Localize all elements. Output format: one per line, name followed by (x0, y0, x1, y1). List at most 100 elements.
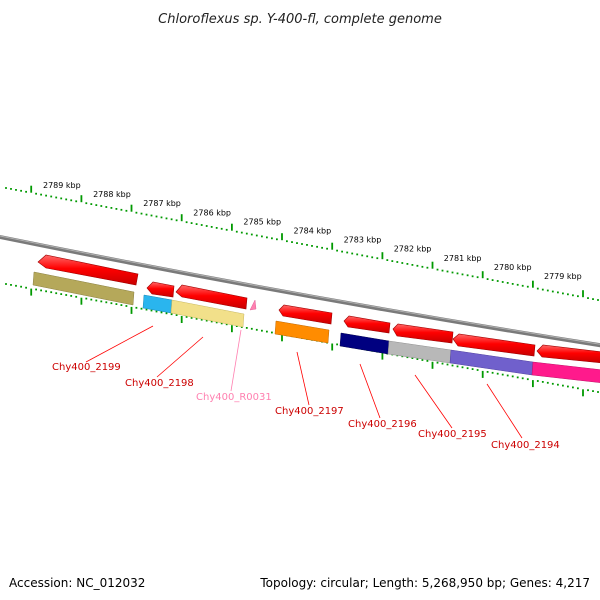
scale-tick-minor (160, 216, 163, 219)
scale-tick-minor (536, 380, 539, 382)
gene-label[interactable]: Chy400_2194 (491, 440, 560, 451)
scale-tick-minor (446, 270, 449, 273)
scale-tick-minor (45, 290, 47, 293)
scale-tick-minor (521, 377, 524, 380)
scale-tick-minor (195, 317, 198, 320)
gene-arrow-2194b[interactable] (536, 344, 600, 364)
scale-tick-minor (245, 327, 248, 329)
gene-label[interactable]: Chy400_2198 (125, 378, 194, 389)
scale-tick-minor (536, 287, 539, 290)
scale-tick-minor (587, 389, 589, 392)
gene-label[interactable]: Chy400_2196 (348, 419, 417, 430)
scale-tick-minor (100, 300, 103, 303)
scale-tick-minor (572, 386, 574, 389)
scale-tick-minor (496, 280, 499, 282)
scale-tick-minor (120, 304, 123, 306)
scale-tick-minor (55, 292, 58, 295)
gene-labels: Chy400_2199 Chy400_2198 Chy400_R0031 Chy… (52, 362, 560, 451)
scale-tick-minor (486, 278, 489, 280)
scale-tick-minor (105, 206, 108, 208)
scale-tick-minor (526, 285, 529, 288)
scale-tick-minor (85, 202, 88, 205)
scale-tick-minor (551, 290, 554, 293)
scale-tick-minor (165, 312, 168, 315)
gene-arrow-2199[interactable] (37, 254, 139, 286)
scale-tick-major (180, 316, 183, 323)
scale-tick-minor (321, 246, 323, 249)
scale-tick-minor (491, 371, 494, 374)
scale-tick-minor (40, 289, 42, 292)
scale-tick-minor (15, 284, 17, 287)
scale-tick-minor (170, 218, 173, 221)
scale-tick-minor (426, 266, 429, 269)
scale-tick-minor (220, 322, 223, 325)
scale-tick-minor (55, 196, 58, 199)
scale-tick-minor (371, 256, 374, 259)
scale-tick-major (80, 195, 83, 203)
scale-tick-minor (361, 254, 364, 257)
scale-tick-major (30, 288, 33, 296)
gene-label[interactable]: Chy400_2195 (418, 429, 487, 440)
accession-text: Accession: NC_012032 (9, 576, 145, 590)
scale-tick-minor (336, 343, 338, 346)
scale-tick-minor (75, 200, 78, 203)
scale-tick-minor (110, 302, 113, 305)
kbp-tick-label: 2781 kbp (444, 254, 482, 263)
gene-arrow-2197[interactable] (278, 304, 333, 325)
scale-tick-minor (40, 193, 42, 196)
gene-arrow-2196[interactable] (343, 315, 391, 334)
scale-tick-minor (421, 359, 424, 361)
scale-tick-minor (115, 303, 118, 305)
scale-tick-minor (85, 297, 88, 300)
scale-tick-minor (301, 243, 303, 245)
scale-tick-minor (466, 274, 469, 277)
scale-tick-minor (125, 209, 128, 212)
scale-tick-minor (411, 264, 414, 266)
genome-backbone-highlight (0, 235, 600, 345)
page-title: Chloroflexus sp. Y-400-fl, complete geno… (158, 12, 442, 27)
scale-tick-minor (341, 250, 343, 253)
rna-marker-R0031[interactable] (249, 299, 257, 311)
scale-tick-minor (311, 245, 313, 247)
scale-tick-minor (235, 325, 238, 327)
scale-tick-minor (441, 269, 444, 272)
gene-label[interactable]: Chy400_R0031 (196, 392, 272, 403)
scale-tick-minor (135, 211, 138, 214)
scale-tick-minor (356, 253, 359, 256)
scale-tick-minor (506, 374, 509, 377)
scale-tick-minor (546, 381, 549, 384)
scale-tick-minor (20, 189, 22, 192)
category-bars (32, 271, 600, 383)
scale-tick-minor (577, 295, 579, 298)
scale-tick-minor (215, 321, 218, 324)
gene-arrow-2195[interactable] (392, 323, 454, 344)
scale-tick-major (481, 271, 484, 279)
scale-tick-major (231, 325, 233, 333)
scale-tick-minor (90, 203, 93, 205)
scale-tick-minor (65, 294, 68, 296)
scale-tick-minor (170, 313, 173, 316)
scale-tick-minor (135, 306, 138, 309)
gene-arrow-2198a[interactable] (146, 281, 175, 298)
lower-scale-ticks (5, 283, 599, 397)
scale-tick-minor (562, 384, 564, 387)
scale-tick-minor (461, 366, 464, 369)
scale-tick-minor (35, 192, 37, 195)
scale-tick-minor (185, 221, 188, 224)
gene-arrow-2194a[interactable] (452, 333, 536, 357)
gene-arrow-2198b[interactable] (175, 284, 248, 310)
kbp-tick-label: 2786 kbp (193, 208, 231, 217)
gene-label[interactable]: Chy400_2197 (275, 406, 344, 417)
scale-tick-minor (261, 235, 263, 238)
scale-tick-minor (200, 224, 203, 226)
scale-tick-minor (471, 368, 474, 370)
scale-tick-minor (50, 195, 53, 198)
scale-tick-major (180, 214, 183, 222)
scale-tick-minor (597, 299, 599, 301)
scale-tick-minor (160, 311, 163, 314)
gene-label[interactable]: Chy400_2199 (52, 362, 121, 373)
scale-tick-minor (75, 295, 78, 298)
scale-tick-minor (235, 230, 238, 233)
scale-tick-minor (195, 223, 198, 225)
scale-tick-minor (266, 330, 268, 333)
